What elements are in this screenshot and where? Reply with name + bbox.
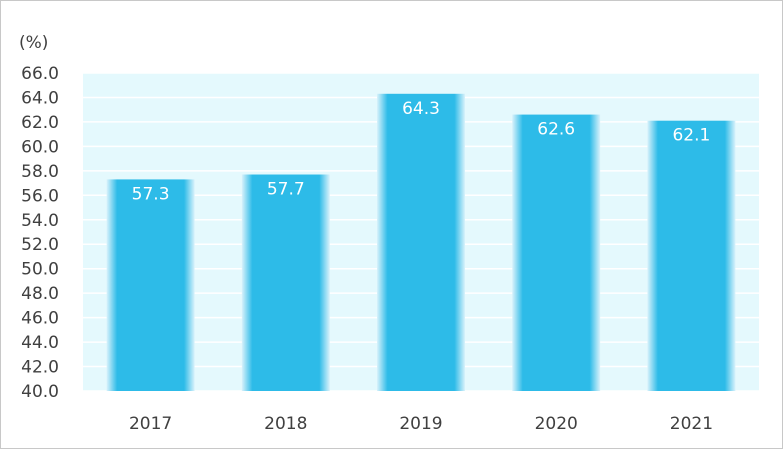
y-tick-label: 58.0	[21, 162, 59, 182]
y-tick-label: 60.0	[21, 137, 59, 157]
y-axis-unit-label: (%)	[19, 33, 48, 53]
y-axis-tick-labels: 40.0 42.0 44.0 46.0 48.0 50.0 52.0 54.0 56.0 58.0…	[21, 64, 59, 402]
y-tick-label: 66.0	[21, 64, 59, 84]
y-tick-label: 44.0	[21, 333, 59, 353]
data-labels: 57.3 57.7 64.3 62.6 62.1	[132, 99, 711, 205]
y-tick-label: 46.0	[21, 309, 59, 329]
y-tick-label: 42.0	[21, 358, 59, 378]
x-tick-label: 2018	[264, 414, 307, 434]
x-tick-label: 2019	[399, 414, 442, 434]
y-tick-label: 54.0	[21, 211, 59, 231]
x-tick-label: 2021	[670, 414, 713, 434]
x-tick-label: 2020	[535, 414, 578, 434]
y-tick-label: 48.0	[21, 284, 59, 304]
bar-2020	[512, 114, 601, 391]
data-label: 57.3	[132, 184, 170, 204]
x-tick-label: 2017	[129, 414, 172, 434]
data-label: 64.3	[402, 99, 440, 119]
bar-2017	[106, 179, 195, 391]
bar-2021	[647, 120, 736, 391]
y-tick-label: 56.0	[21, 186, 59, 206]
y-tick-label: 40.0	[21, 382, 59, 402]
y-tick-label: 50.0	[21, 260, 59, 280]
data-label: 62.1	[672, 126, 710, 146]
bar-2019	[377, 93, 465, 392]
y-tick-label: 64.0	[21, 88, 59, 108]
y-tick-label: 52.0	[21, 235, 59, 255]
y-tick-label: 62.0	[21, 113, 59, 133]
bar-2018	[241, 174, 330, 391]
x-axis-tick-labels: 2017 2018 2019 2020 2021	[129, 414, 713, 434]
data-label: 62.6	[537, 120, 575, 140]
bars	[106, 93, 736, 392]
data-label: 57.7	[267, 180, 305, 200]
